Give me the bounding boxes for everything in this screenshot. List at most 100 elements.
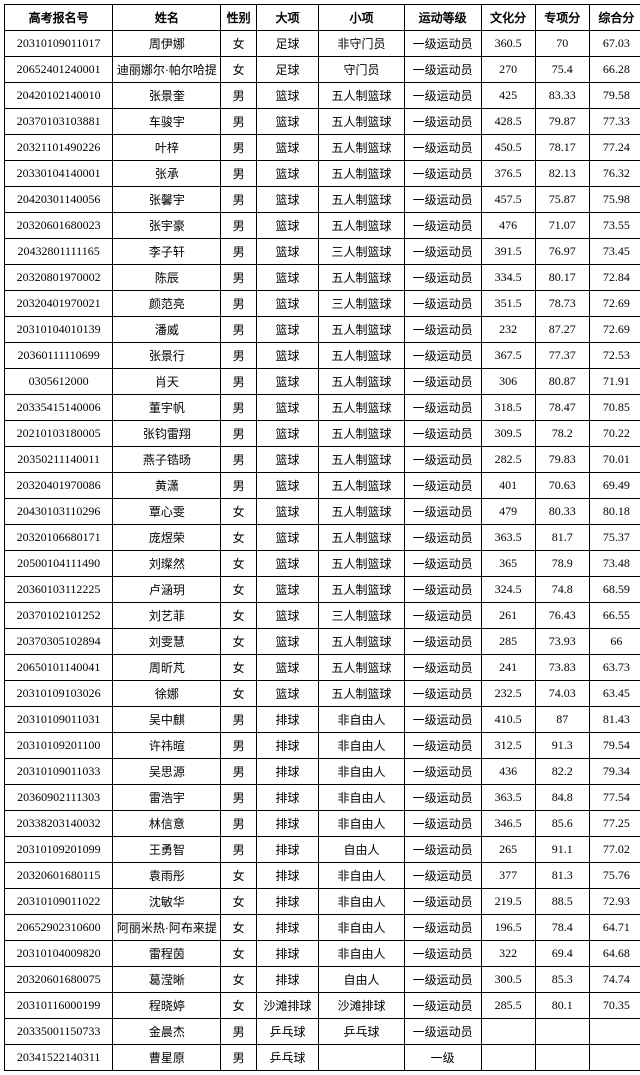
table-cell: 79.58 <box>589 83 640 109</box>
table-cell: 男 <box>221 759 256 785</box>
table-cell: 75.37 <box>589 525 640 551</box>
table-cell: 篮球 <box>256 187 318 213</box>
table-cell: 457.5 <box>481 187 535 213</box>
table-cell: 76.97 <box>535 239 589 265</box>
column-header: 姓名 <box>113 5 221 31</box>
table-cell: 五人制篮球 <box>319 551 404 577</box>
table-cell: 367.5 <box>481 343 535 369</box>
table-cell: 312.5 <box>481 733 535 759</box>
table-cell: 程晓婷 <box>113 993 221 1019</box>
table-cell: 男 <box>221 395 256 421</box>
table-cell: 排球 <box>256 733 318 759</box>
table-cell: 非自由人 <box>319 889 404 915</box>
table-cell: 三人制篮球 <box>319 603 404 629</box>
table-cell: 20432801111165 <box>5 239 113 265</box>
table-cell: 20338203140032 <box>5 811 113 837</box>
table-cell: 73.55 <box>589 213 640 239</box>
table-cell: 79.34 <box>589 759 640 785</box>
table-cell: 70.63 <box>535 473 589 499</box>
table-cell: 一级运动员 <box>404 915 481 941</box>
column-header: 专项分 <box>535 5 589 31</box>
table-cell: 男 <box>221 343 256 369</box>
table-cell: 306 <box>481 369 535 395</box>
table-cell: 91.1 <box>535 837 589 863</box>
table-cell: 篮球 <box>256 655 318 681</box>
table-cell: 196.5 <box>481 915 535 941</box>
table-cell: 285 <box>481 629 535 655</box>
table-cell <box>481 1019 535 1045</box>
table-cell: 乒乓球 <box>319 1019 404 1045</box>
table-row: 20320401970021颜范亮男篮球三人制篮球一级运动员351.578.73… <box>5 291 640 317</box>
table-row: 20432801111165李子轩男篮球三人制篮球一级运动员391.576.97… <box>5 239 640 265</box>
table-cell: 篮球 <box>256 577 318 603</box>
column-header: 文化分 <box>481 5 535 31</box>
table-cell: 徐娜 <box>113 681 221 707</box>
table-cell: 73.45 <box>589 239 640 265</box>
table-cell: 一级运动员 <box>404 603 481 629</box>
table-cell: 沙滩排球 <box>256 993 318 1019</box>
table-cell: 20430103110296 <box>5 499 113 525</box>
table-cell: 20310116000199 <box>5 993 113 1019</box>
table-cell: 71.07 <box>535 213 589 239</box>
table-cell: 20310109011033 <box>5 759 113 785</box>
table-row: 20310104010139潘威男篮球五人制篮球一级运动员23287.2772.… <box>5 317 640 343</box>
table-cell: 75.87 <box>535 187 589 213</box>
table-cell: 一级运动员 <box>404 447 481 473</box>
table-body: 20310109011017周伊娜女足球非守门员一级运动员360.57067.0… <box>5 31 640 1071</box>
table-cell: 篮球 <box>256 395 318 421</box>
table-cell: 20320106680171 <box>5 525 113 551</box>
table-cell: 一级运动员 <box>404 941 481 967</box>
table-cell: 219.5 <box>481 889 535 915</box>
table-row: 20652902310600阿丽米热·阿布来提女排球非自由人一级运动员196.5… <box>5 915 640 941</box>
table-cell: 排球 <box>256 837 318 863</box>
table-cell: 篮球 <box>256 317 318 343</box>
table-cell: 张景奎 <box>113 83 221 109</box>
table-cell: 叶梓 <box>113 135 221 161</box>
table-cell: 女 <box>221 603 256 629</box>
table-cell: 卢涵玥 <box>113 577 221 603</box>
table-cell: 66.55 <box>589 603 640 629</box>
table-cell: 王勇智 <box>113 837 221 863</box>
table-cell: 排球 <box>256 889 318 915</box>
table-cell: 沙滩排球 <box>319 993 404 1019</box>
table-row: 20370103103881车骏宇男篮球五人制篮球一级运动员428.579.87… <box>5 109 640 135</box>
table-cell: 20335001150733 <box>5 1019 113 1045</box>
table-cell: 401 <box>481 473 535 499</box>
table-cell: 78.9 <box>535 551 589 577</box>
table-cell: 篮球 <box>256 239 318 265</box>
table-cell: 葛滢晰 <box>113 967 221 993</box>
table-cell: 360.5 <box>481 31 535 57</box>
table-cell: 一级运动员 <box>404 213 481 239</box>
table-cell <box>589 1045 640 1071</box>
table-cell: 81.43 <box>589 707 640 733</box>
table-cell: 篮球 <box>256 629 318 655</box>
table-cell: 72.53 <box>589 343 640 369</box>
table-cell: 非自由人 <box>319 707 404 733</box>
table-cell: 肖天 <box>113 369 221 395</box>
table-cell: 80.17 <box>535 265 589 291</box>
table-cell: 75.76 <box>589 863 640 889</box>
table-cell: 20652902310600 <box>5 915 113 941</box>
table-cell: 80.18 <box>589 499 640 525</box>
table-row: 20420102140010张景奎男篮球五人制篮球一级运动员42583.3379… <box>5 83 640 109</box>
table-cell: 一级运动员 <box>404 629 481 655</box>
table-cell: 一级运动员 <box>404 681 481 707</box>
table-cell: 一级运动员 <box>404 811 481 837</box>
table-cell: 一级运动员 <box>404 57 481 83</box>
table-cell: 篮球 <box>256 291 318 317</box>
table-cell: 五人制篮球 <box>319 447 404 473</box>
table-row: 20330104140001张承男篮球五人制篮球一级运动员376.582.137… <box>5 161 640 187</box>
table-cell: 77.33 <box>589 109 640 135</box>
table-cell: 篮球 <box>256 447 318 473</box>
column-header: 综合分 <box>589 5 640 31</box>
table-cell: 一级 <box>404 1045 481 1071</box>
table-cell: 376.5 <box>481 161 535 187</box>
table-cell: 20310109011022 <box>5 889 113 915</box>
table-cell: 265 <box>481 837 535 863</box>
table-cell: 张宇豪 <box>113 213 221 239</box>
table-cell: 庞煜荣 <box>113 525 221 551</box>
table-row: 20335001150733金晨杰男乒乓球乒乓球一级运动员 <box>5 1019 640 1045</box>
table-cell: 乒乓球 <box>256 1045 318 1071</box>
table-cell: 351.5 <box>481 291 535 317</box>
table-cell: 一级运动员 <box>404 1019 481 1045</box>
